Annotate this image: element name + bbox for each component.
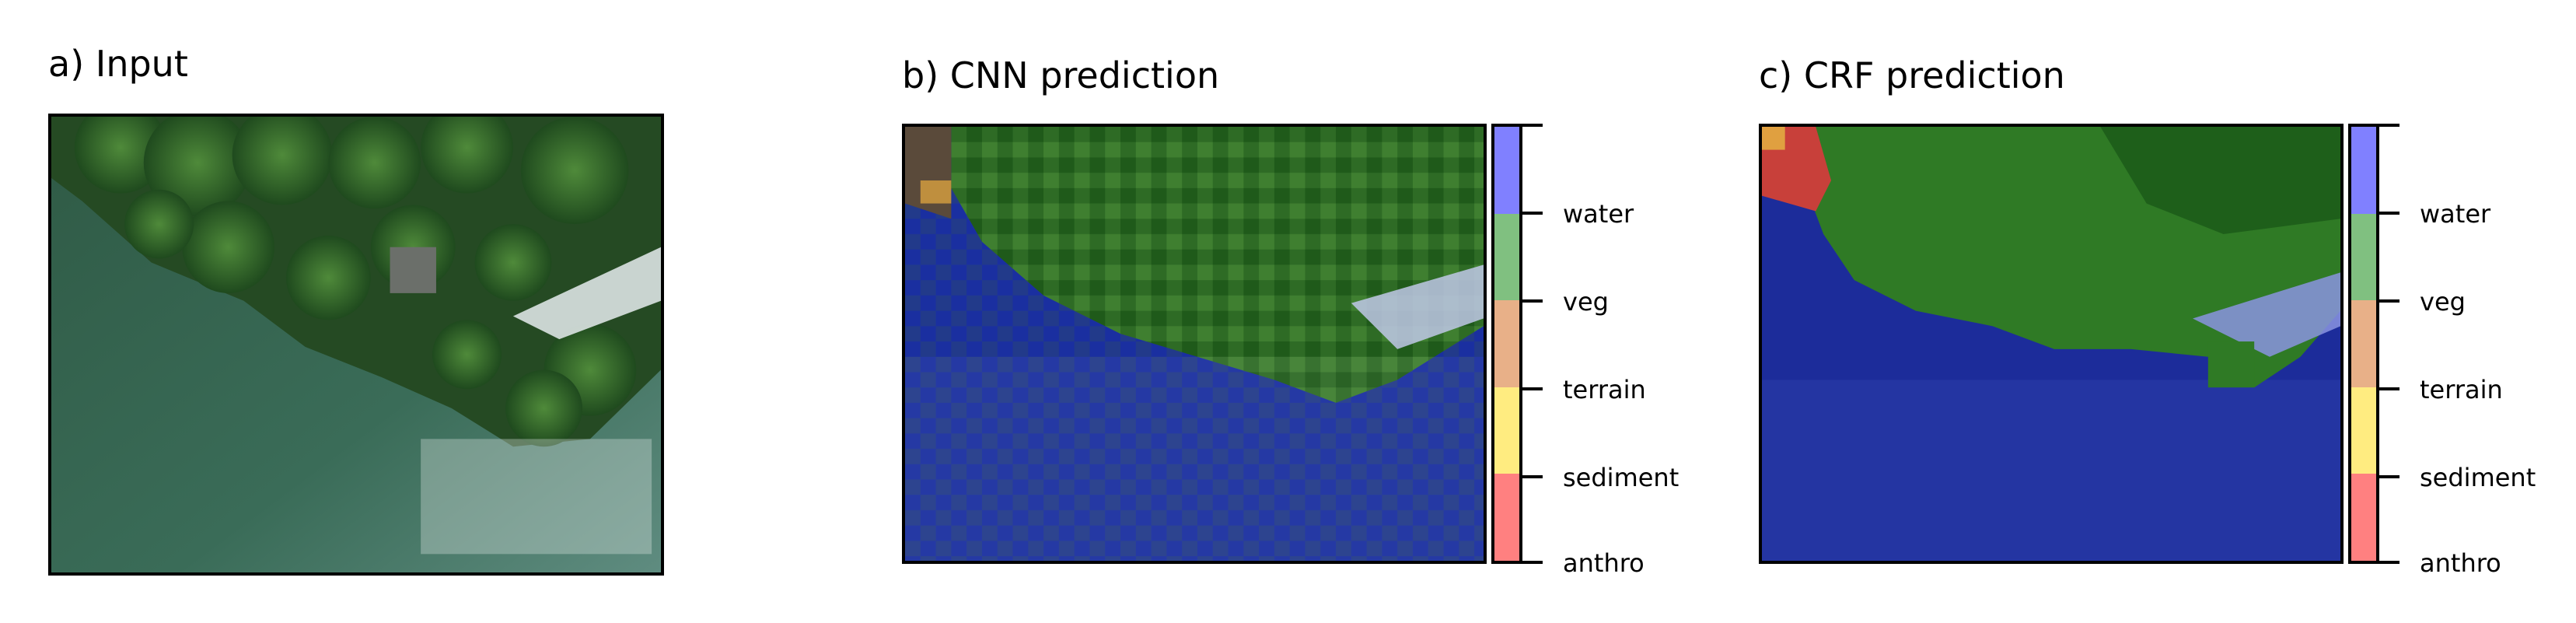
colorbar-c-label-veg: veg (2420, 287, 2466, 317)
colorbar-b-terrain (1494, 300, 1519, 387)
colorbar-c-tick (2379, 212, 2399, 215)
colorbar-b-sediment (1494, 387, 1519, 474)
colorbar-c-tick (2379, 475, 2399, 478)
colorbar-b-label-terrain: terrain (1563, 375, 1646, 404)
colorbar-b-label-anthro: anthro (1563, 548, 1645, 578)
colorbar-c-sediment (2351, 387, 2376, 474)
cnn-prediction-image (902, 124, 1487, 564)
panel-c-title: c) CRF prediction (1759, 54, 2065, 96)
colorbar-b-tick (1522, 561, 1543, 564)
colorbar-c-tick (2379, 124, 2399, 127)
colorbar-c-tick (2379, 299, 2399, 303)
colorbar-c-tick (2379, 561, 2399, 564)
colorbar-c-label-terrain: terrain (2420, 375, 2503, 404)
colorbar-b-label-sediment: sediment (1563, 463, 1679, 492)
colorbar-b-tick (1522, 299, 1543, 303)
colorbar-b-tick (1522, 387, 1543, 390)
colorbar-b-tick (1522, 475, 1543, 478)
colorbar-c-label-sediment: sediment (2420, 463, 2536, 492)
colorbar-b (1491, 124, 1522, 564)
colorbar-b-tick (1522, 124, 1543, 127)
colorbar-c-water (2351, 127, 2376, 214)
colorbar-c-label-water: water (2420, 199, 2491, 229)
colorbar-b-anthro (1494, 474, 1519, 561)
panel-b-title: b) CNN prediction (902, 54, 1220, 96)
colorbar-c-veg (2351, 213, 2376, 301)
colorbar-b-tick (1522, 212, 1543, 215)
colorbar-b-label-veg: veg (1563, 287, 1609, 317)
input-aerial-image (48, 114, 664, 576)
panel-a-title: a) Input (48, 43, 188, 85)
colorbar-b-veg (1494, 213, 1519, 301)
colorbar-c-terrain (2351, 300, 2376, 387)
colorbar-c-label-anthro: anthro (2420, 548, 2501, 578)
colorbar-b-label-water: water (1563, 199, 1634, 229)
colorbar-c (2348, 124, 2379, 564)
colorbar-c-anthro (2351, 474, 2376, 561)
colorbar-c-tick (2379, 387, 2399, 390)
crf-prediction-image (1759, 124, 2344, 564)
colorbar-b-water (1494, 127, 1519, 214)
